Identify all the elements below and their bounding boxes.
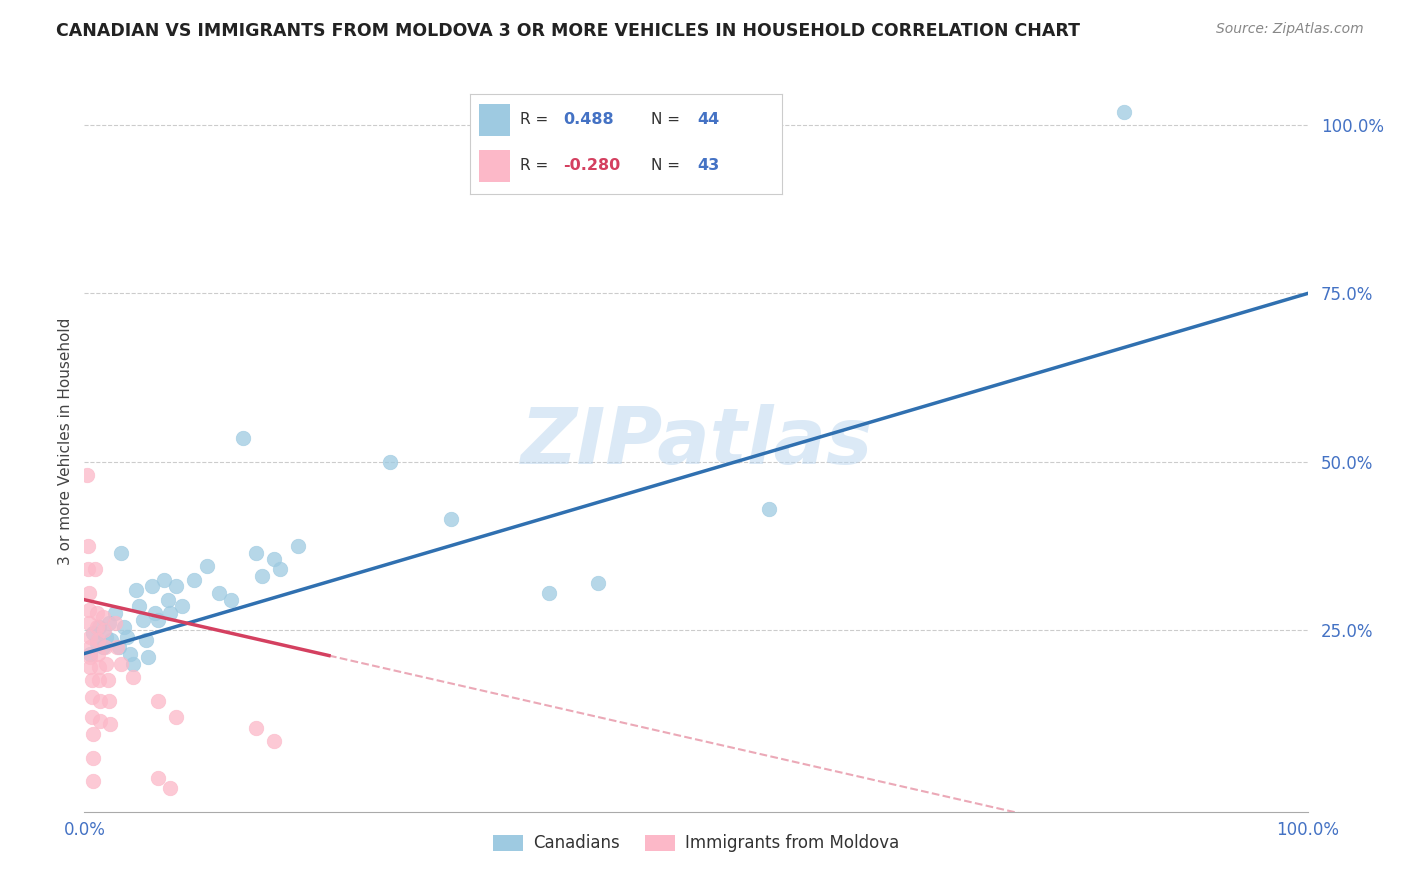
Point — [96, 657, 118, 671]
Point — [84, 562, 107, 576]
Point — [263, 552, 285, 566]
Point — [758, 501, 780, 516]
Point — [77, 586, 100, 600]
Point — [86, 636, 108, 650]
Point — [105, 640, 128, 654]
Point — [141, 579, 163, 593]
Y-axis label: 3 or more Vehicles in Household: 3 or more Vehicles in Household — [58, 318, 73, 566]
Point — [89, 714, 111, 728]
Point — [380, 455, 402, 469]
Point — [136, 649, 159, 664]
Point — [146, 694, 169, 708]
Point — [132, 613, 155, 627]
Point — [86, 606, 108, 620]
Point — [87, 633, 110, 648]
Point — [1114, 104, 1136, 119]
Point — [165, 710, 187, 724]
Point — [143, 606, 166, 620]
Point — [269, 562, 291, 576]
Point — [122, 657, 145, 671]
Point — [79, 630, 101, 644]
Point — [115, 630, 138, 644]
Point — [89, 694, 111, 708]
Point — [156, 592, 179, 607]
Point — [110, 546, 132, 560]
Point — [250, 569, 273, 583]
Point — [440, 512, 463, 526]
Point — [82, 727, 104, 741]
Text: Source: ZipAtlas.com: Source: ZipAtlas.com — [1216, 22, 1364, 37]
Point — [122, 670, 145, 684]
Point — [183, 573, 205, 587]
Point — [79, 640, 101, 654]
Point — [118, 647, 141, 661]
Point — [93, 623, 115, 637]
Point — [263, 734, 285, 748]
Point — [165, 579, 187, 593]
Point — [107, 640, 129, 654]
Point — [159, 781, 181, 796]
Text: ZIPatlas: ZIPatlas — [520, 403, 872, 480]
Point — [128, 599, 150, 614]
Point — [82, 751, 104, 765]
Point — [97, 673, 120, 688]
Point — [87, 647, 110, 661]
Point — [104, 616, 127, 631]
Point — [245, 721, 267, 735]
Point — [245, 546, 267, 560]
Point — [82, 626, 104, 640]
Point — [159, 606, 181, 620]
Point — [94, 640, 117, 654]
Point — [112, 620, 135, 634]
Point — [153, 573, 176, 587]
Point — [77, 562, 100, 576]
Point — [146, 613, 169, 627]
Point — [80, 710, 103, 724]
Point — [82, 774, 104, 789]
Point — [87, 620, 110, 634]
Point — [100, 633, 122, 648]
Point — [146, 771, 169, 785]
Point — [76, 468, 98, 483]
Point — [104, 606, 127, 620]
Point — [77, 539, 100, 553]
Point — [208, 586, 231, 600]
Point — [91, 640, 114, 654]
Point — [79, 660, 101, 674]
Point — [96, 630, 118, 644]
Point — [77, 603, 100, 617]
Point — [77, 616, 100, 631]
Point — [538, 586, 561, 600]
Point — [125, 582, 148, 597]
Point — [97, 694, 120, 708]
Point — [91, 609, 114, 624]
Point — [195, 559, 218, 574]
Text: CANADIAN VS IMMIGRANTS FROM MOLDOVA 3 OR MORE VEHICLES IN HOUSEHOLD CORRELATION : CANADIAN VS IMMIGRANTS FROM MOLDOVA 3 OR… — [56, 22, 1080, 40]
Point — [79, 649, 101, 664]
Point — [135, 633, 157, 648]
Legend: Canadians, Immigrants from Moldova: Canadians, Immigrants from Moldova — [486, 828, 905, 859]
Point — [110, 657, 132, 671]
Point — [79, 647, 101, 661]
Point — [172, 599, 194, 614]
Point — [219, 592, 242, 607]
Point — [98, 717, 121, 731]
Point — [586, 575, 609, 590]
Point — [87, 660, 110, 674]
Point — [86, 620, 108, 634]
Point — [97, 616, 120, 631]
Point — [87, 673, 110, 688]
Point — [80, 690, 103, 705]
Point — [80, 673, 103, 688]
Point — [287, 539, 309, 553]
Point — [232, 431, 254, 445]
